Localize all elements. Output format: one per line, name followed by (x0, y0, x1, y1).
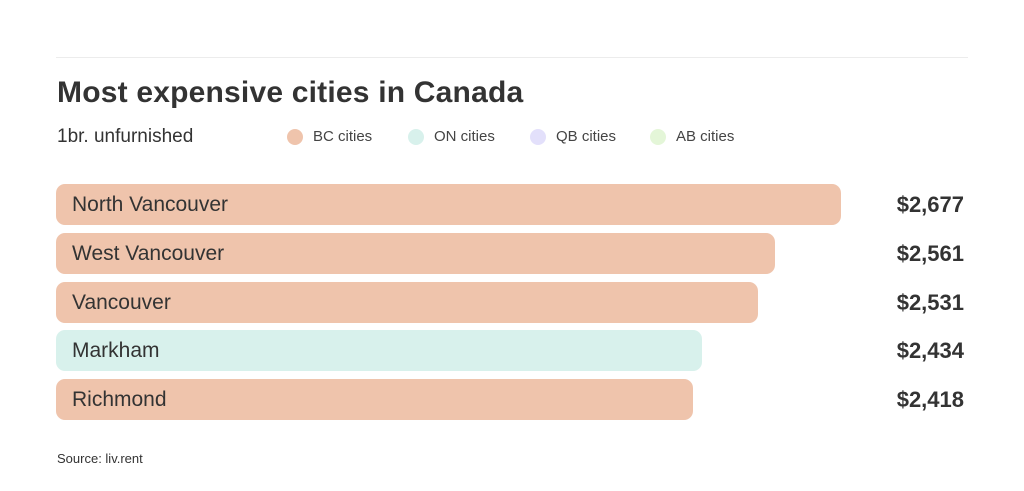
legend-label-ab: AB cities (676, 128, 735, 145)
legend-swatch-bc (287, 128, 303, 145)
bar (56, 330, 702, 371)
legend-item-qb: QB cities (530, 128, 616, 145)
chart-subtitle: 1br. unfurnished (57, 126, 194, 147)
bar (56, 233, 775, 274)
bar-category-label: Markham (72, 339, 160, 362)
legend-label-on: ON cities (434, 128, 495, 145)
bar-value-label: $2,561 (896, 241, 964, 266)
legend-swatch-on (408, 128, 424, 145)
bar (56, 379, 693, 420)
legend-label-qb: QB cities (556, 128, 617, 145)
legend-item-bc: BC cities (287, 128, 372, 145)
legend-item-on: ON cities (408, 128, 495, 145)
bar-category-label: West Vancouver (72, 242, 225, 265)
legend-label-bc: BC cities (313, 128, 373, 145)
bar (56, 282, 758, 323)
bar (56, 184, 841, 225)
chart-title: Most expensive cities in Canada (57, 76, 524, 109)
top-divider (56, 57, 968, 58)
bar-category-label: Richmond (72, 388, 167, 411)
legend-swatch-qb (530, 128, 546, 145)
bar-value-label: $2,434 (896, 338, 964, 363)
bar-value-label: $2,677 (896, 192, 964, 217)
bar-value-label: $2,531 (896, 290, 964, 315)
bar-value-label: $2,418 (896, 387, 964, 412)
bar-category-label: Vancouver (72, 291, 171, 314)
legend-swatch-ab (650, 128, 666, 145)
bar-category-label: North Vancouver (72, 193, 229, 216)
legend-item-ab: AB cities (650, 128, 734, 145)
source-note: Source: liv.rent (57, 451, 143, 466)
